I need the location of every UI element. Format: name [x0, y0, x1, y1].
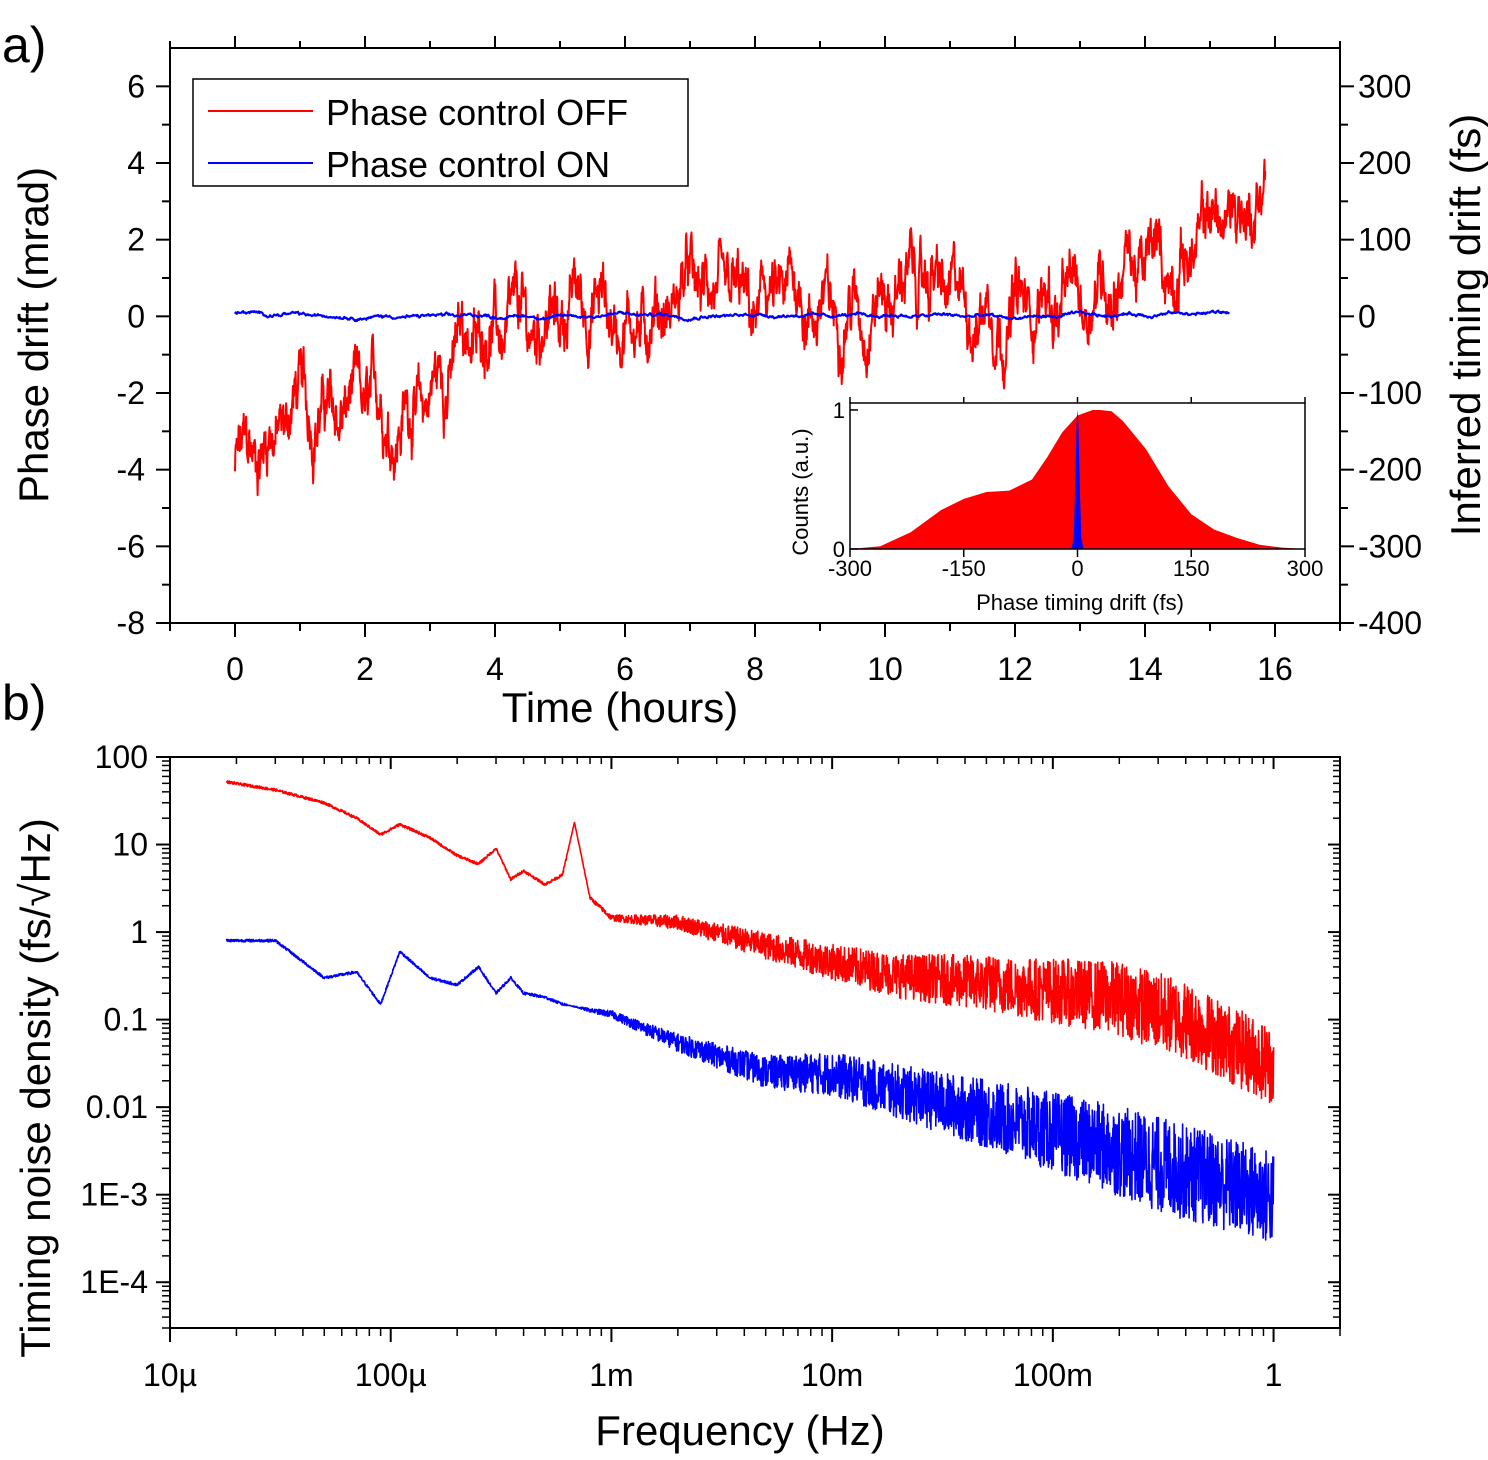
y-tick-label-a: -2 — [117, 375, 145, 411]
x-tick-label-a: 8 — [746, 651, 764, 687]
inset-y-tick-label: 1 — [833, 398, 845, 423]
y-tick-label-b: 1E-3 — [80, 1177, 148, 1213]
inset-y-tick-label: 0 — [833, 537, 845, 562]
panel-b: b) 10µ 100µ 1m 10m 100m 1 100 10 1 0.1 0.01 1E-3 1E-… — [2, 675, 1341, 1454]
y-tick-label-a: 0 — [127, 298, 145, 334]
x-axis-label-b: Frequency (Hz) — [595, 1407, 884, 1454]
x-tick-label-a: 12 — [997, 651, 1033, 687]
x-tick-label-b: 100m — [1013, 1357, 1093, 1393]
y-tick-label-a: -4 — [117, 452, 145, 488]
panel-a-label: a) — [2, 17, 46, 73]
y-tick-label-b: 10 — [112, 827, 148, 863]
panel-b-label: b) — [2, 675, 46, 731]
axes-ticks-b: 10µ 100µ 1m 10m 100m 1 100 10 1 0.1 0.01 1E-3 1E-4 — [80, 739, 1341, 1393]
axes-ticks-a: 0 2 4 6 8 10 12 14 16-8-6-4-20246-400-300-200-10… — [117, 36, 1422, 687]
inset-histogram: -300 -150 0 150 300 0 1 Phase timing drift (fs… — [788, 397, 1323, 615]
x-tick-label-b: 10µ — [143, 1357, 197, 1393]
panel-a: a) 0 2 4 6 8 10 12 14 16-8-6-4-20246-400-300-200… — [2, 17, 1488, 731]
series-line-phase-control-on — [225, 938, 1275, 1241]
legend-box — [192, 78, 689, 187]
x-tick-label-b: 10m — [801, 1357, 863, 1393]
y2-tick-label-a: -400 — [1358, 605, 1422, 641]
inset-x-tick-label: -150 — [942, 556, 986, 581]
inset-area-phase-control-on — [1071, 410, 1084, 549]
y2-tick-label-a: -200 — [1358, 452, 1422, 488]
y-tick-label-a: 2 — [127, 222, 145, 258]
y-axis-label-b: Timing noise density (fs/√Hz) — [12, 818, 59, 1358]
x-tick-label-a: 2 — [356, 651, 374, 687]
x-tick-label-a: 16 — [1257, 651, 1293, 687]
y2-tick-label-a: 100 — [1358, 222, 1411, 258]
y-tick-label-b: 100 — [95, 739, 148, 775]
y-axis-label-a: Phase drift (mrad) — [10, 167, 57, 503]
inset-x-tick-label: 300 — [1287, 556, 1324, 581]
series-line-phase-control-on — [234, 309, 1230, 323]
series-phase-control-on-a — [234, 309, 1230, 323]
y-tick-label-a: -8 — [117, 605, 145, 641]
y-tick-label-b: 1E-4 — [80, 1264, 148, 1300]
y2-axis-label-a: Inferred timing drift (fs) — [1442, 114, 1488, 536]
plot-frame-b — [169, 756, 1341, 1329]
series-phase-control-on-b — [225, 938, 1275, 1241]
y-tick-label-b: 0.01 — [86, 1089, 148, 1125]
inset-x-tick-label: -300 — [828, 556, 872, 581]
x-tick-label-b: 1 — [1265, 1357, 1283, 1393]
y-tick-label-b: 1 — [130, 914, 148, 950]
inset-x-tick-label: 0 — [1071, 556, 1083, 581]
x-axis-label-a: Time (hours) — [502, 684, 738, 731]
inset-y-axis-label: Counts (a.u.) — [788, 428, 813, 555]
x-tick-label-a: 0 — [226, 651, 244, 687]
y2-tick-label-a: 0 — [1358, 298, 1376, 334]
x-tick-label-b: 100µ — [355, 1357, 427, 1393]
y-tick-label-a: 6 — [127, 68, 145, 104]
y2-tick-label-a: 300 — [1358, 68, 1411, 104]
inset-ticks: -300 -150 0 150 300 0 1 — [828, 397, 1323, 581]
x-tick-label-a: 6 — [616, 651, 634, 687]
y2-tick-label-a: -100 — [1358, 375, 1422, 411]
legend-label-on: Phase control ON — [326, 144, 610, 185]
y2-tick-label-a: 200 — [1358, 145, 1411, 181]
legend-label-off: Phase control OFF — [326, 92, 628, 133]
y2-tick-label-a: -300 — [1358, 528, 1422, 564]
y-tick-label-a: -6 — [117, 528, 145, 564]
x-tick-label-a: 14 — [1127, 651, 1163, 687]
series-phase-control-off-b — [225, 780, 1275, 1104]
y-tick-label-b: 0.1 — [104, 1002, 148, 1038]
inset-x-axis-label: Phase timing drift (fs) — [976, 590, 1184, 615]
legend-a: Phase control OFF Phase control ON — [192, 78, 689, 187]
x-tick-label-a: 4 — [486, 651, 504, 687]
x-tick-label-a: 10 — [867, 651, 903, 687]
y-tick-label-a: 4 — [127, 145, 145, 181]
x-tick-label-b: 1m — [589, 1357, 633, 1393]
inset-x-tick-label: 150 — [1173, 556, 1210, 581]
series-line-phase-control-off — [225, 780, 1275, 1104]
